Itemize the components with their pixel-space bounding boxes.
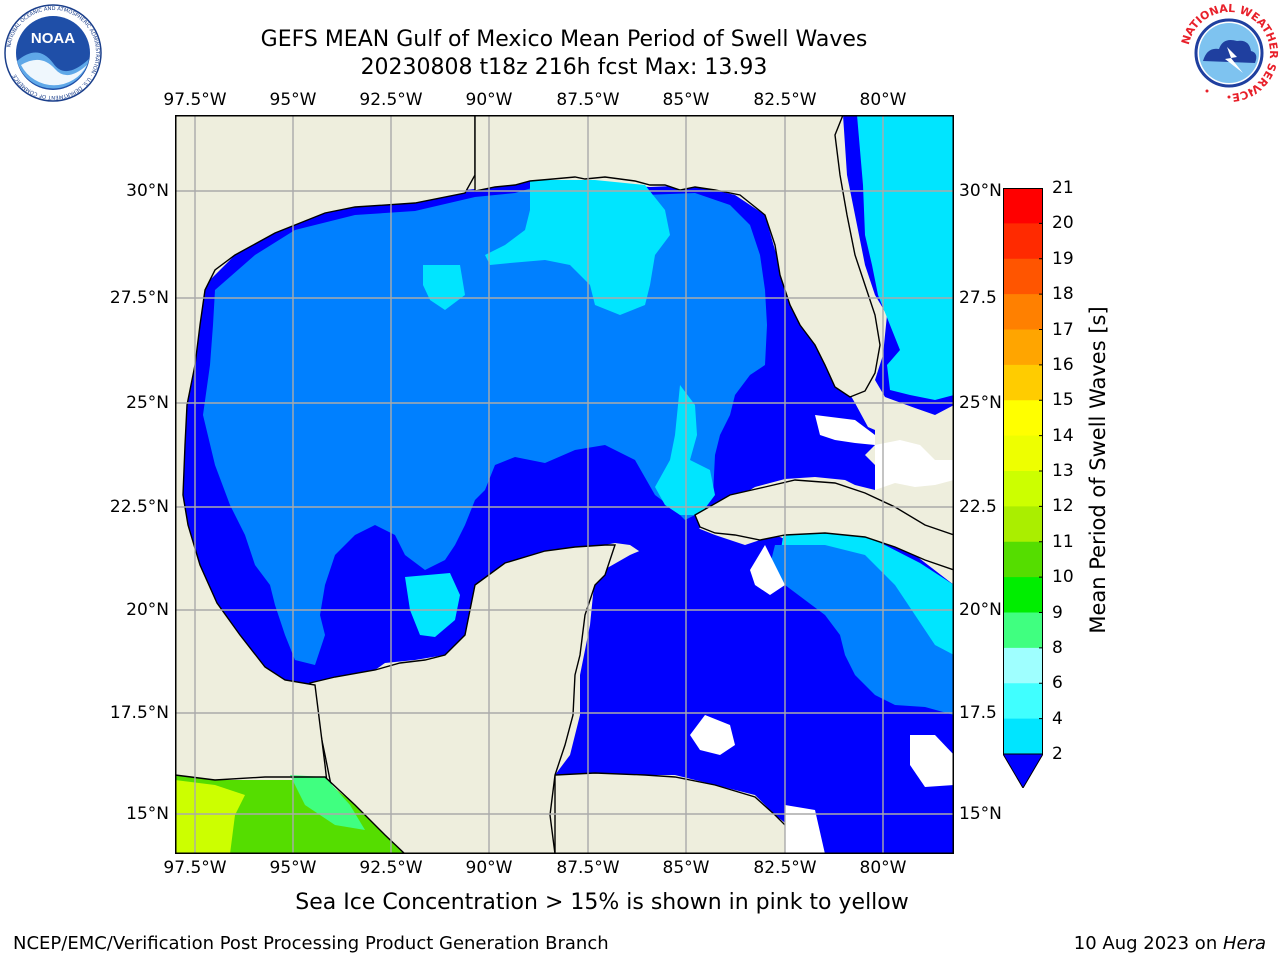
footer-date: 10 Aug 2023 on	[1073, 933, 1223, 954]
sea-ice-note: Sea Ice Concentration > 15% is shown in …	[295, 890, 909, 915]
no-data-area	[750, 545, 785, 595]
colorbar	[1003, 188, 1043, 788]
colorbar-label: 4	[1052, 708, 1063, 729]
lat-tick-left: 27.5°N	[109, 288, 169, 308]
colorbar-band	[1003, 364, 1043, 401]
colorbar-band	[1003, 400, 1043, 437]
lon-tick-bottom: 97.5°W	[163, 858, 227, 878]
colorbar-label: 10	[1052, 567, 1074, 588]
cuba-land	[694, 479, 954, 571]
atlantic-water-light	[857, 115, 954, 400]
footer-right: 10 Aug 2023 on Hera	[1074, 933, 1266, 954]
map-title: GEFS MEAN Gulf of Mexico Mean Period of …	[260, 27, 868, 52]
lon-tick-bottom: 85°W	[662, 858, 710, 878]
lat-tick-right: 27.5	[959, 288, 997, 308]
colorbar-label: 18	[1052, 284, 1074, 305]
gulf-map	[175, 115, 954, 854]
lat-tick-right: 17.5	[959, 703, 997, 723]
map-subtitle: 20230808 t18z 216h fcst Max: 13.93	[360, 55, 768, 80]
lon-tick-bottom: 95°W	[269, 858, 317, 878]
lon-tick-bottom: 90°W	[465, 858, 513, 878]
lon-tick-top: 82.5°W	[753, 90, 817, 110]
us-coast-land	[474, 115, 881, 398]
colorbar-band	[1003, 329, 1043, 366]
footer-host: Hera	[1222, 933, 1266, 954]
colorbar-band	[1003, 223, 1043, 260]
gulf-water-light-streak	[655, 385, 715, 515]
colorbar-label: 9	[1052, 602, 1063, 623]
colorbar-label: 12	[1052, 496, 1074, 517]
colorbar-title: Mean Period of Swell Waves [s]	[1086, 306, 1110, 634]
mexico-land	[175, 115, 476, 854]
colorbar-band	[1003, 647, 1043, 684]
grid-lines	[175, 115, 954, 854]
gulf-water-light-ne	[485, 180, 670, 315]
colorbar-label: 16	[1052, 354, 1074, 375]
colorbar-band	[1003, 577, 1043, 613]
noaa-logo: NOAA NATIONAL OCEANIC AND ATMOSPHERIC AD…	[4, 4, 102, 102]
pacific-high-period-3	[290, 775, 365, 830]
colorbar-band	[1003, 435, 1043, 472]
colorbar-band	[1003, 258, 1043, 295]
colorbar-label: 20	[1052, 213, 1074, 234]
colorbar-band	[1003, 506, 1043, 543]
colorbar-label: 8	[1052, 637, 1063, 658]
colorbar-band	[1003, 471, 1043, 507]
colorbar-label: 11	[1052, 531, 1074, 552]
star-icon	[1205, 89, 1253, 99]
lat-tick-left: 17.5°N	[109, 703, 169, 723]
lat-tick-right: 22.5	[959, 497, 997, 517]
colorbar-band	[1003, 294, 1043, 330]
lon-tick-bottom: 80°W	[859, 858, 907, 878]
pacific-coast	[175, 774, 406, 854]
footer-left: NCEP/EMC/Verification Post Processing Pr…	[13, 933, 609, 954]
no-data-area	[815, 415, 875, 445]
lon-tick-bottom: 87.5°W	[556, 858, 620, 878]
lon-tick-top: 92.5°W	[359, 90, 423, 110]
lat-tick-left: 22.5°N	[109, 497, 169, 517]
nws-logo: NATIONAL WEATHER SERVICE	[1179, 3, 1279, 103]
lon-tick-top: 80°W	[859, 90, 907, 110]
colorbar-band	[1003, 188, 1043, 224]
colorbar-label: 19	[1052, 248, 1074, 269]
noaa-logo-text: NOAA	[31, 30, 75, 47]
colorbar-extend-arrow	[1003, 753, 1043, 788]
colorbar-band	[1003, 541, 1043, 578]
no-data-area	[910, 735, 954, 787]
colorbar-band	[1003, 612, 1043, 649]
no-data-area	[690, 715, 735, 755]
colorbar-label: 13	[1052, 461, 1074, 481]
lon-tick-bottom: 92.5°W	[359, 858, 423, 878]
lat-tick-left: 25°N	[126, 393, 169, 413]
lat-tick-right: 15°N	[959, 804, 1002, 824]
lon-tick-top: 95°W	[269, 90, 317, 110]
colorbar-label: 21	[1052, 178, 1074, 198]
gulf-water-light-w	[423, 265, 465, 310]
lon-tick-top: 97.5°W	[163, 90, 227, 110]
lon-tick-bottom: 82.5°W	[753, 858, 817, 878]
lat-tick-right: 30°N	[959, 181, 1002, 201]
colorbar-label: 15	[1052, 390, 1074, 411]
lon-tick-top: 85°W	[662, 90, 710, 110]
lat-tick-left: 20°N	[126, 600, 169, 620]
lat-tick-left: 30°N	[126, 181, 169, 201]
gulf-water-light-s	[405, 573, 460, 637]
colorbar-label: 14	[1052, 425, 1074, 446]
colorbar-label: 2	[1052, 744, 1063, 764]
colorbar-band	[1003, 718, 1043, 755]
lon-tick-top: 90°W	[465, 90, 513, 110]
no-data-area	[875, 440, 954, 490]
colorbar-label: 6	[1052, 673, 1063, 694]
lat-tick-left: 15°N	[126, 804, 169, 824]
pacific-high-period-2	[175, 780, 245, 854]
lon-tick-top: 87.5°W	[556, 90, 620, 110]
map-frame	[175, 115, 954, 854]
colorbar-label: 17	[1052, 319, 1074, 340]
lat-tick-right: 20°N	[959, 600, 1002, 620]
caribbean-water-mid	[770, 545, 954, 715]
no-data-area	[785, 805, 825, 854]
lat-tick-right: 25°N	[959, 393, 1002, 413]
colorbar-band	[1003, 683, 1043, 720]
